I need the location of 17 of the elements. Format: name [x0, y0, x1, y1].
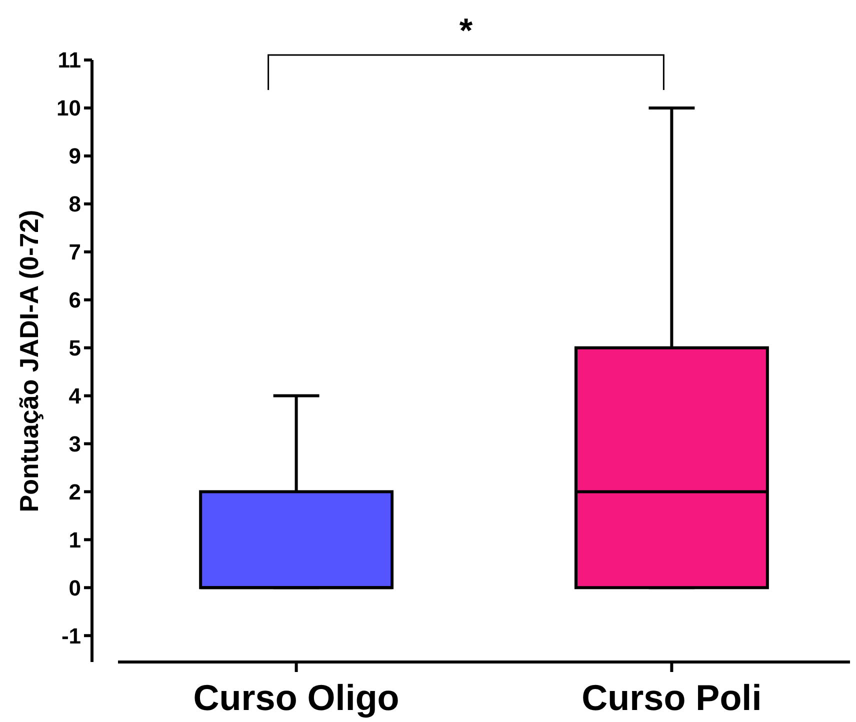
x-tick-label: Curso Poli [582, 677, 762, 718]
y-tick-label: 3 [68, 431, 81, 456]
y-tick-label: 7 [68, 240, 81, 265]
y-tick-label: 5 [68, 336, 81, 361]
y-tick-label: 0 [68, 575, 81, 600]
y-tick-label: 11 [58, 48, 81, 73]
text: * [459, 12, 474, 50]
x-tick-label: Curso Oligo [193, 677, 400, 718]
y-tick-label: 8 [68, 192, 81, 217]
y-tick-label: 1 [68, 527, 81, 552]
y-tick-label: -1 [61, 623, 81, 648]
y-tick-label: 4 [68, 383, 82, 408]
y-tick-label: 9 [68, 144, 81, 169]
y-tick-label: 10 [56, 96, 81, 121]
y-axis-title: Pontuação JADI-A (0-72) [14, 210, 44, 512]
y-tick-label: 6 [68, 288, 81, 313]
y-tick-label: 2 [68, 479, 81, 504]
